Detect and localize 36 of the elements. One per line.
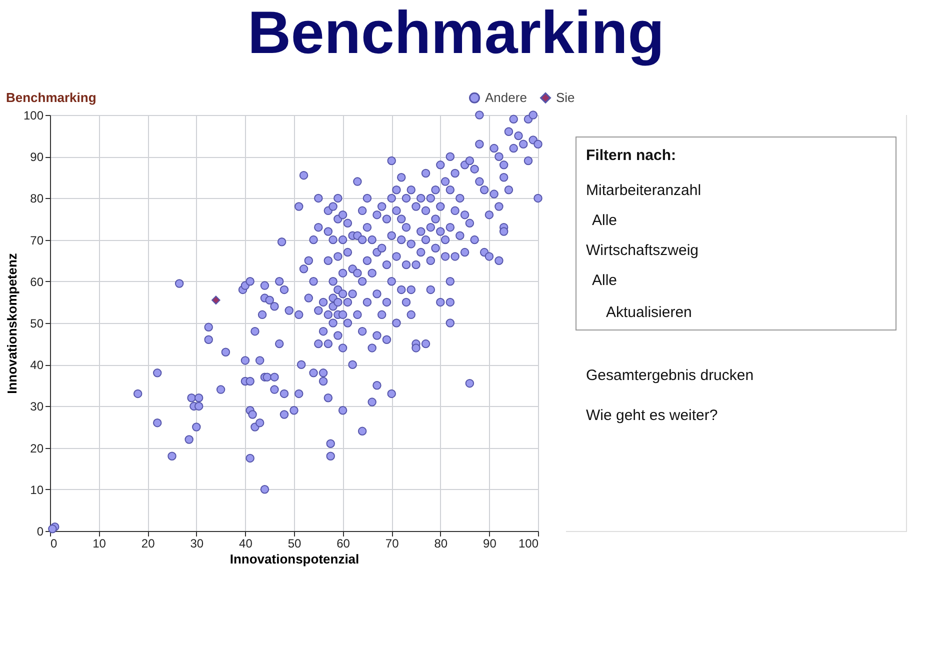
x-tick-label: 90: [483, 536, 497, 550]
text: Wie geht es weiter?: [586, 407, 718, 424]
y-tick-label: 40: [30, 358, 44, 372]
x-tick-label: 0: [50, 536, 58, 550]
x-axis-title: Innovationspotenzial: [230, 552, 360, 566]
legend-label: Andere: [485, 90, 527, 105]
y-axis-title: Innovationskompetenz: [4, 252, 20, 394]
x-tick-label: 70: [385, 536, 400, 550]
text: Wirtschaftszweig: [586, 242, 699, 259]
x-tick-label: 50: [288, 536, 302, 550]
x-tick-label: 100: [518, 536, 539, 550]
text: Mitarbeiteranzahl: [586, 182, 702, 199]
text: Benchmarking: [248, 0, 664, 66]
y-tick-label: 70: [30, 233, 44, 248]
text: Alle: [592, 212, 618, 229]
y-tick-label: 50: [30, 316, 44, 330]
x-tick-label: 30: [190, 536, 204, 550]
text: Gesamtergebnis drucken: [586, 367, 754, 384]
text: Alle: [592, 272, 618, 289]
x-tick-label: 10: [92, 536, 106, 550]
y-tick-label: 20: [30, 441, 44, 456]
chart-title: Benchmarking: [6, 90, 96, 105]
x-tick-label: 60: [336, 536, 350, 550]
y-tick-label: 30: [30, 400, 44, 414]
y-tick-label: 80: [30, 192, 44, 206]
y-tick-label: 0: [36, 524, 44, 538]
x-tick-label: 20: [141, 536, 156, 550]
x-tick-label: 40: [239, 536, 253, 550]
x-tick-label: 80: [434, 536, 448, 550]
y-tick-label: 90: [30, 150, 44, 164]
legend-label: Sie: [556, 90, 575, 105]
text: Aktualisieren: [606, 304, 692, 321]
text: Filtern nach:: [586, 147, 676, 164]
y-tick-label: 60: [30, 274, 44, 289]
y-tick-label: 100: [23, 108, 44, 122]
y-tick-label: 10: [30, 482, 44, 497]
